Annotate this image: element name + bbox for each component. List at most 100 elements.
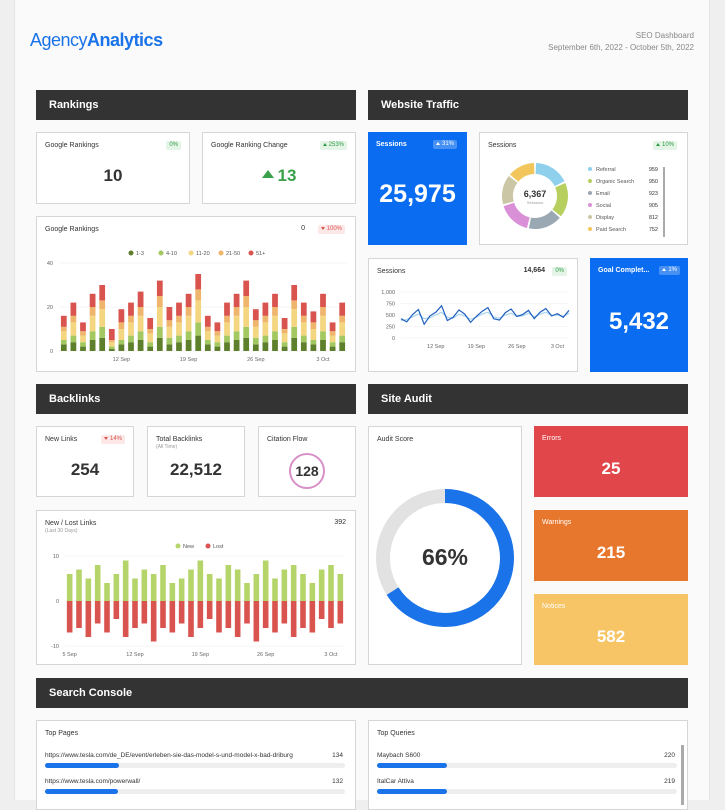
- row-value: 219: [664, 778, 675, 785]
- kpi-value: 10: [103, 166, 123, 185]
- bar: [252, 337, 259, 345]
- bar: [137, 340, 144, 351]
- bar: [99, 309, 106, 327]
- change-value: 100%: [326, 226, 342, 232]
- bar: [339, 315, 346, 323]
- bar: [272, 578, 278, 601]
- bar: [188, 601, 194, 637]
- bar: [233, 307, 240, 316]
- bar: [290, 565, 297, 601]
- bar: [300, 342, 307, 351]
- y-tick-label: 1,000: [381, 290, 395, 296]
- bar: [147, 333, 154, 343]
- bar: [99, 337, 106, 351]
- bar: [243, 337, 250, 351]
- change-badge: 31%: [432, 140, 457, 149]
- bar: [104, 583, 110, 601]
- kpi-value: 13: [203, 166, 355, 186]
- bar: [118, 309, 125, 323]
- bar: [225, 565, 232, 601]
- date-range: September 6th, 2022 - October 5th, 2022: [548, 43, 694, 52]
- bar: [281, 318, 288, 329]
- donut-segment: [509, 163, 535, 182]
- bar: [166, 307, 173, 321]
- bar: [204, 331, 211, 340]
- bar: [60, 315, 67, 327]
- change-badge: 100%: [317, 225, 345, 234]
- bar: [176, 342, 182, 351]
- legend-value: 923: [649, 191, 658, 197]
- bar: [339, 342, 346, 351]
- bar: [272, 307, 278, 316]
- change-value: 253%: [328, 142, 344, 148]
- bar: [262, 560, 269, 601]
- change-value: 14%: [109, 436, 122, 442]
- bar: [147, 346, 154, 351]
- legend-marker: [588, 191, 592, 195]
- logo-prefix: Agency: [30, 30, 88, 50]
- row-name[interactable]: https://www.tesla.com/powerwall/: [45, 778, 141, 785]
- bar: [156, 326, 163, 338]
- chart-title: Sessions: [488, 142, 517, 149]
- donut-segment: [552, 183, 568, 217]
- change-value: 10%: [661, 142, 674, 148]
- legend-label: Lost: [213, 544, 224, 550]
- y-tick-label: 0: [50, 349, 53, 355]
- audit-score: 66%: [421, 544, 469, 570]
- x-tick-label: 3 Oct: [324, 652, 338, 658]
- bar: [252, 309, 259, 321]
- bar: [197, 560, 204, 601]
- bar: [214, 331, 221, 336]
- bar: [60, 340, 67, 345]
- legend-label: Display: [596, 215, 614, 221]
- bar: [272, 293, 278, 307]
- row-name[interactable]: https://www.tesla.com/de_DE/event/erlebe…: [45, 752, 293, 759]
- legend-marker: [205, 543, 211, 549]
- legend-value: 812: [649, 215, 658, 221]
- kpi-value: 215: [596, 543, 626, 562]
- x-tick-label: 19 Sep: [180, 357, 197, 363]
- bar: [310, 329, 317, 340]
- row-name[interactable]: ItalCar Attiva: [377, 778, 414, 785]
- x-tick-label: 26 Sep: [508, 344, 525, 350]
- bar: [253, 574, 260, 601]
- line: [400, 304, 570, 326]
- change-value: 1%: [668, 267, 677, 273]
- bar: [178, 578, 185, 601]
- bar: [204, 340, 211, 345]
- kpi-label: Google Ranking Change: [211, 142, 288, 149]
- legend-label: 11-20: [196, 251, 210, 257]
- bar: [309, 583, 316, 601]
- row-name[interactable]: Maybach S600: [377, 752, 421, 759]
- bar: [176, 315, 182, 323]
- bar: [185, 315, 192, 332]
- bar: [272, 601, 278, 633]
- legend-label: Email: [596, 191, 610, 197]
- bar: [185, 340, 192, 351]
- bar: [118, 344, 125, 351]
- bar: [233, 331, 240, 340]
- bar: [272, 340, 278, 351]
- kpi-card: Notices 582: [534, 594, 688, 665]
- bar: [76, 601, 82, 628]
- legend-marker: [588, 227, 592, 231]
- legend-value: 950: [649, 179, 658, 185]
- bar: [320, 307, 326, 316]
- bar: [318, 601, 325, 619]
- bar: [66, 601, 73, 633]
- bar: [128, 302, 134, 316]
- bar: [233, 315, 240, 332]
- bar: [156, 296, 163, 307]
- x-tick-label: 12 Sep: [126, 652, 143, 658]
- bar: [60, 326, 67, 332]
- bar: [224, 302, 230, 316]
- kpi-value: 25,975: [379, 180, 456, 208]
- donut-segment: [502, 176, 518, 205]
- row-value: 132: [332, 778, 343, 785]
- bar: [176, 322, 182, 336]
- chart: [376, 489, 514, 627]
- bar: [320, 315, 326, 332]
- bar: [243, 296, 250, 307]
- bar: [76, 569, 82, 601]
- bar: [291, 326, 298, 338]
